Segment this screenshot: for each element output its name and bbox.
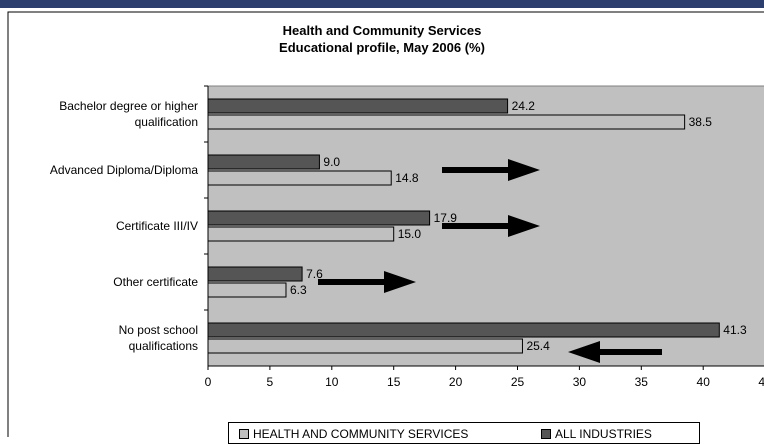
bar-all-industries — [207, 210, 431, 226]
x-tick-label: 30 — [573, 375, 587, 389]
legend-swatch-all-industries — [541, 429, 551, 439]
x-tick-label: 40 — [697, 375, 711, 389]
x-tick-label: 10 — [325, 375, 339, 389]
bar-health — [207, 338, 523, 354]
legend-item-all-industries: ALL INDUSTRIES — [541, 427, 652, 441]
legend-label-health: HEALTH AND COMMUNITY SERVICES — [253, 427, 469, 441]
bar-all-industries — [207, 322, 720, 338]
data-label: 9.0 — [323, 155, 340, 169]
data-label: 15.0 — [398, 227, 422, 241]
bar-health — [207, 170, 392, 186]
data-label: 25.4 — [526, 339, 550, 353]
chart-title: Health and Community Services Educationa… — [0, 22, 764, 56]
data-label: 7.6 — [306, 267, 323, 281]
category-label: Other certificate — [113, 275, 198, 289]
x-tick-label: 0 — [205, 375, 212, 389]
data-label: 17.9 — [434, 211, 458, 225]
arrow-right-icon — [442, 159, 540, 181]
x-tick-label: 15 — [387, 375, 401, 389]
legend: HEALTH AND COMMUNITY SERVICES ALL INDUST… — [228, 422, 700, 444]
data-label: 6.3 — [290, 283, 307, 297]
chart-title-line-1: Health and Community Services — [282, 23, 482, 38]
x-tick-label: 5 — [267, 375, 274, 389]
category-label: qualification — [135, 115, 198, 129]
x-tick-label: 45 — [758, 375, 764, 389]
legend-label-all-industries: ALL INDUSTRIES — [555, 427, 652, 441]
category-label: Bachelor degree or higher — [59, 99, 198, 113]
arrow-right-icon — [442, 215, 540, 237]
bar-health — [207, 226, 395, 242]
category-label: qualifications — [129, 339, 198, 353]
data-label: 41.3 — [723, 323, 747, 337]
category-label: Certificate III/IV — [116, 219, 198, 233]
legend-item-health: HEALTH AND COMMUNITY SERVICES — [239, 427, 468, 441]
bar-health — [207, 282, 287, 298]
bar-all-industries — [207, 266, 303, 282]
chart-border — [7, 11, 764, 437]
data-label: 14.8 — [395, 171, 419, 185]
header-bar — [0, 0, 764, 8]
x-tick-label: 25 — [511, 375, 525, 389]
arrow-left-icon — [568, 341, 662, 363]
category-label: Advanced Diploma/Diploma — [50, 163, 198, 177]
bar-health — [207, 114, 686, 130]
bar-all-industries — [207, 154, 320, 170]
x-tick-label: 20 — [449, 375, 463, 389]
data-label: 38.5 — [689, 115, 713, 129]
arrow-right-icon — [318, 271, 416, 293]
chart-title-line-2: Educational profile, May 2006 (%) — [279, 40, 485, 55]
bar-all-industries — [207, 98, 509, 114]
data-label: 24.2 — [512, 99, 536, 113]
x-tick-label: 35 — [635, 375, 649, 389]
category-label: No post school — [119, 323, 198, 337]
legend-swatch-health — [239, 429, 249, 439]
